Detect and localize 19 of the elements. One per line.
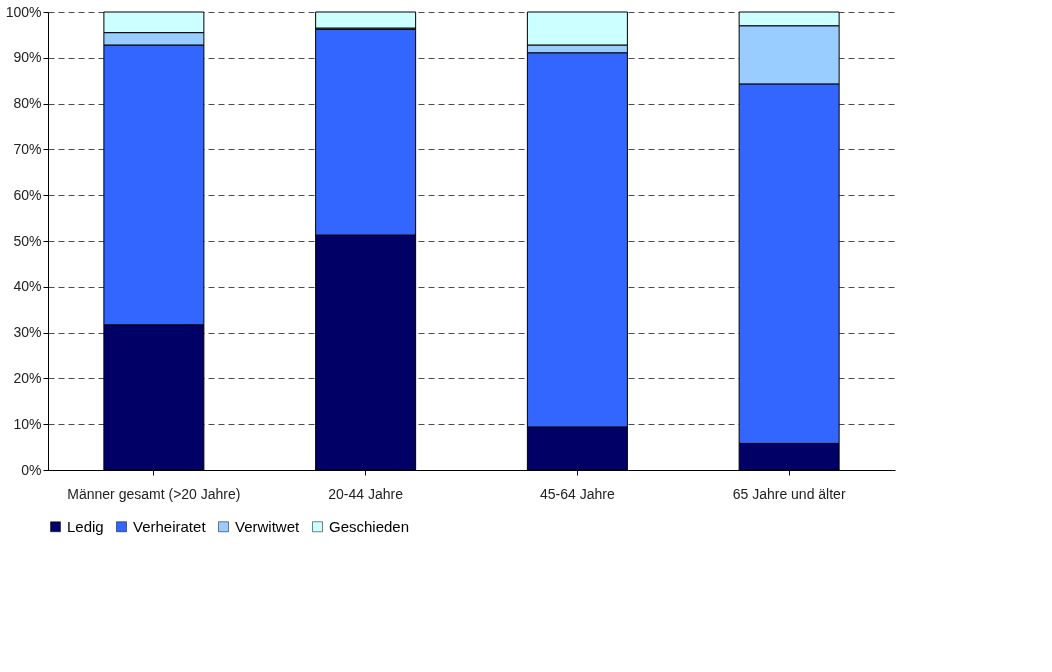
y-tick-label: 30% xyxy=(13,324,42,341)
legend-label: Verwitwet xyxy=(235,517,301,535)
legend-label: Ledig xyxy=(67,517,104,535)
x-tick-label: Männer gesamt (>20 Jahre) xyxy=(67,485,241,502)
legend-label: Verheiratet xyxy=(133,517,207,535)
y-tick-label: 40% xyxy=(13,278,42,295)
y-tick-label: 10% xyxy=(13,415,42,432)
x-tick-label: 20-44 Jahre xyxy=(328,485,404,502)
y-tick-label: 60% xyxy=(13,186,42,203)
y-tick-label: 100% xyxy=(5,3,42,20)
y-tick-label: 70% xyxy=(13,140,42,157)
x-tick-label: 45-64 Jahre xyxy=(540,485,615,502)
y-tick-label: 80% xyxy=(13,95,42,112)
y-tick-label: 0% xyxy=(21,461,42,478)
y-tick-label: 20% xyxy=(13,369,42,386)
y-tick-label: 50% xyxy=(13,232,42,249)
legend-label: Geschieden xyxy=(329,517,410,535)
y-tick-label: 90% xyxy=(13,49,42,66)
x-tick-label: 65 Jahre und älter xyxy=(732,485,846,502)
